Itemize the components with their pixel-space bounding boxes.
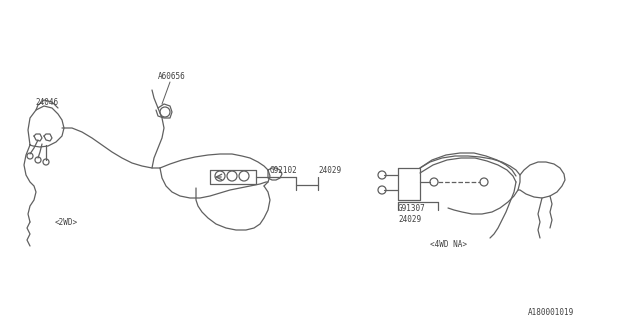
Text: A180001019: A180001019 <box>528 308 574 317</box>
Text: 24029: 24029 <box>398 215 421 224</box>
Text: <4WD NA>: <4WD NA> <box>430 240 467 249</box>
Text: <2WD>: <2WD> <box>55 218 78 227</box>
Text: G92102: G92102 <box>270 166 298 175</box>
Text: G91307: G91307 <box>398 204 426 213</box>
Text: A60656: A60656 <box>158 72 186 81</box>
Text: 24046: 24046 <box>35 98 58 107</box>
Text: 24029: 24029 <box>318 166 341 175</box>
